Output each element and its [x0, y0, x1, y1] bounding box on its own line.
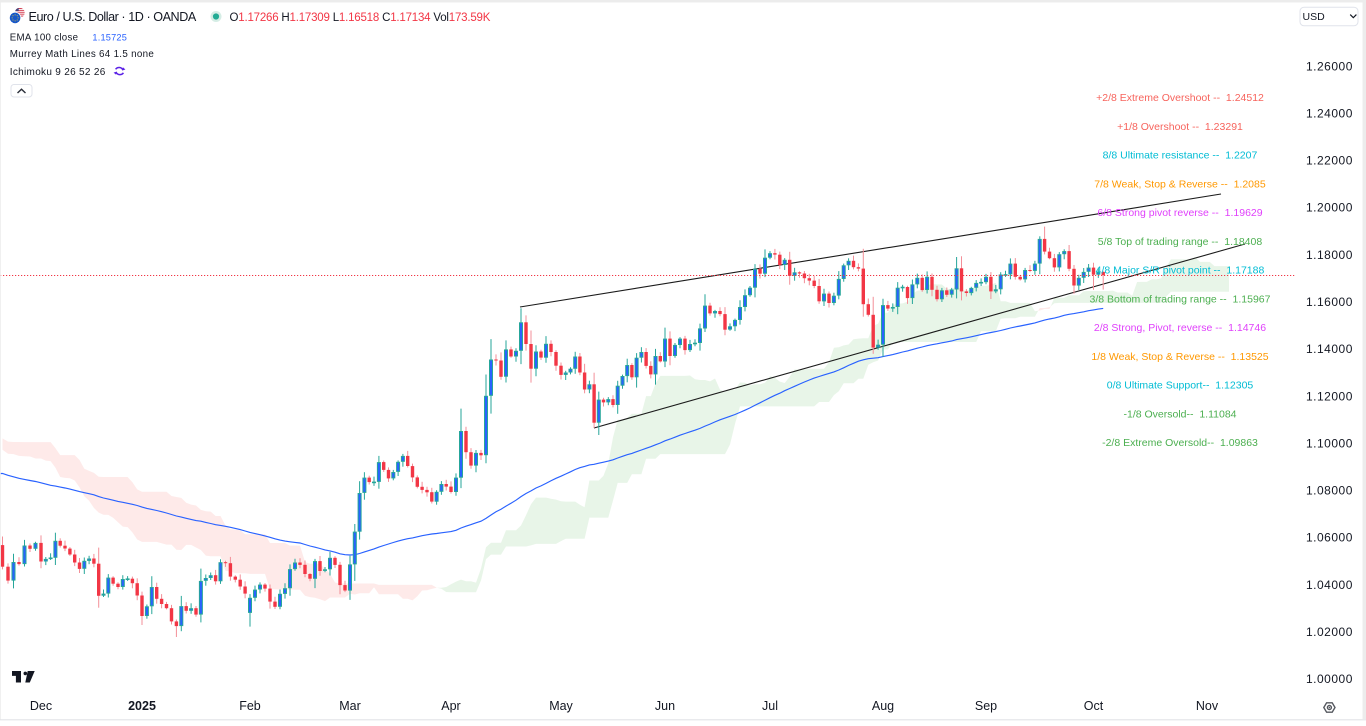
svg-text:Aug: Aug — [872, 699, 894, 713]
svg-text:Ichimoku 9 26 52 26: Ichimoku 9 26 52 26 — [10, 67, 106, 78]
svg-text:+1/8 Overshoot -- 1.23291: +1/8 Overshoot -- 1.23291 — [1117, 121, 1243, 133]
svg-text:Euro / U.S. Dollar · 1D · OAND: Euro / U.S. Dollar · 1D · OANDA — [29, 10, 197, 24]
svg-text:1.12000: 1.12000 — [1306, 389, 1353, 403]
svg-text:Murrey Math Lines 64 1.5 none: Murrey Math Lines 64 1.5 none — [10, 49, 155, 60]
svg-text:EMA 100 close: EMA 100 close — [10, 32, 79, 43]
svg-text:-2/8 Extreme Oversold-- 1.098: -2/8 Extreme Oversold-- 1.09863 — [1102, 437, 1258, 449]
svg-text:+2/8 Extreme Overshoot -- 1.2: +2/8 Extreme Overshoot -- 1.24512 — [1096, 92, 1264, 104]
svg-text:1.18000: 1.18000 — [1306, 248, 1353, 262]
svg-text:Jun: Jun — [655, 699, 675, 713]
svg-text:1.04000: 1.04000 — [1306, 578, 1353, 592]
svg-text:1.22000: 1.22000 — [1306, 154, 1353, 168]
svg-text:1.14000: 1.14000 — [1306, 342, 1353, 356]
svg-text:8/8 Ultimate resistance -- 1.: 8/8 Ultimate resistance -- 1.2207 — [1103, 150, 1258, 162]
svg-text:1.08000: 1.08000 — [1306, 484, 1353, 498]
svg-text:6/8 Strong pivot reverse -- 1: 6/8 Strong pivot reverse -- 1.19629 — [1097, 207, 1262, 219]
svg-text:1.16000: 1.16000 — [1306, 295, 1353, 309]
svg-text:Jul: Jul — [762, 699, 778, 713]
svg-text:1.02000: 1.02000 — [1306, 625, 1353, 639]
svg-text:-1/8 Oversold-- 1.11084: -1/8 Oversold-- 1.11084 — [1123, 409, 1236, 421]
svg-text:2/8 Strong, Pivot, reverse --: 2/8 Strong, Pivot, reverse -- 1.14746 — [1094, 322, 1266, 334]
svg-text:1/8 Weak, Stop & Reverse -- 1: 1/8 Weak, Stop & Reverse -- 1.13525 — [1091, 351, 1268, 363]
svg-text:1.15725: 1.15725 — [92, 32, 127, 42]
svg-text:O1.17266 H1.17309 L1.16518 C1.: O1.17266 H1.17309 L1.16518 C1.17134 Vol1… — [230, 12, 491, 24]
svg-text:May: May — [549, 699, 573, 713]
svg-text:Dec: Dec — [30, 699, 52, 713]
svg-text:1.24000: 1.24000 — [1306, 106, 1353, 120]
svg-text:0/8 Ultimate Support-- 1.1230: 0/8 Ultimate Support-- 1.12305 — [1107, 380, 1254, 392]
svg-text:1.26000: 1.26000 — [1306, 59, 1353, 73]
svg-text:Apr: Apr — [441, 699, 460, 713]
svg-text:Sep: Sep — [975, 699, 997, 713]
svg-text:1.10000: 1.10000 — [1306, 436, 1353, 450]
svg-text:Mar: Mar — [339, 699, 361, 713]
svg-text:Feb: Feb — [239, 699, 261, 713]
svg-text:2025: 2025 — [128, 699, 156, 713]
svg-text:1.06000: 1.06000 — [1306, 531, 1353, 545]
svg-text:Nov: Nov — [1196, 699, 1219, 713]
svg-text:USD: USD — [1303, 11, 1326, 23]
svg-text:1.00000: 1.00000 — [1306, 672, 1353, 686]
svg-text:4/8 Major S/R pivot point --: 4/8 Major S/R pivot point -- 1.17188 — [1096, 265, 1265, 277]
svg-text:7/8 Weak, Stop & Reverse -- 1: 7/8 Weak, Stop & Reverse -- 1.2085 — [1094, 178, 1266, 190]
svg-text:3/8 Bottom of trading range --: 3/8 Bottom of trading range -- 1.15967 — [1090, 293, 1271, 305]
svg-text:5/8 Top of trading range -- 1: 5/8 Top of trading range -- 1.18408 — [1098, 236, 1263, 248]
svg-text:Oct: Oct — [1084, 699, 1104, 713]
svg-text:1.20000: 1.20000 — [1306, 201, 1353, 215]
